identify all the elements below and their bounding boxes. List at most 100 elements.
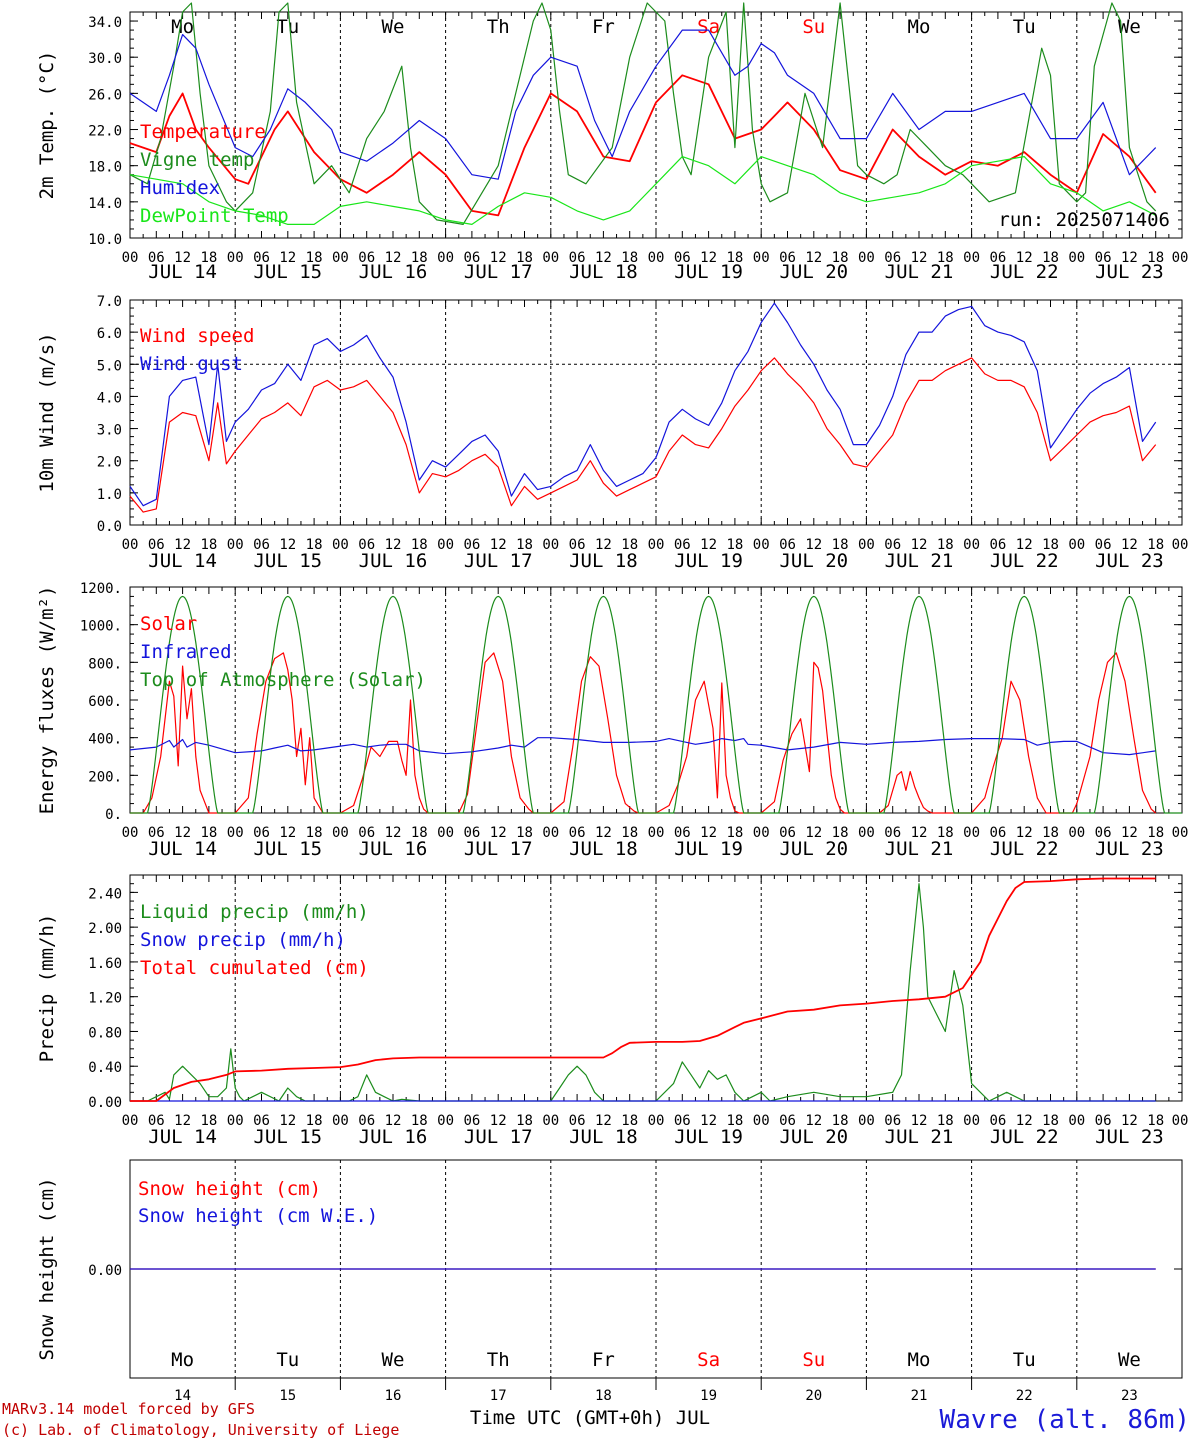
- hour-label: 18: [726, 1113, 743, 1129]
- hour-label: 00: [963, 825, 980, 841]
- hour-label: 12: [911, 250, 928, 266]
- hour-label: 12: [490, 250, 507, 266]
- hour-label: 12: [1016, 250, 1033, 266]
- hour-label: 00: [332, 1113, 349, 1129]
- day-number: 17: [490, 1388, 507, 1404]
- hour-label: 06: [569, 250, 586, 266]
- date-label: JUL 22: [990, 261, 1059, 283]
- hour-label: 00: [542, 825, 559, 841]
- hour-label: 18: [937, 537, 954, 553]
- y-tick-label: 2.40: [88, 886, 122, 902]
- hour-label: 00: [122, 1113, 139, 1129]
- hour-label: 00: [1068, 825, 1085, 841]
- hour-label: 00: [437, 250, 454, 266]
- date-label: JUL 21: [885, 550, 954, 572]
- hour-label: 18: [726, 537, 743, 553]
- hour-label: 18: [621, 1113, 638, 1129]
- y-tick-label: 10.0: [88, 232, 122, 248]
- hour-label: 06: [253, 250, 270, 266]
- day-name: Tu: [1013, 1349, 1036, 1371]
- hour-label: 12: [805, 825, 822, 841]
- hour-label: 18: [200, 537, 217, 553]
- hour-label: 06: [674, 250, 691, 266]
- hour-label: 12: [174, 825, 191, 841]
- day-name: Mo: [171, 16, 194, 38]
- hour-label: 06: [1095, 537, 1112, 553]
- hour-label: 06: [358, 537, 375, 553]
- legend-entry: Wind gust: [140, 353, 243, 375]
- legend-entry: Total cumulated (cm): [140, 957, 369, 979]
- hour-label: 06: [148, 1113, 165, 1129]
- hour-label: 06: [1095, 825, 1112, 841]
- y-tick-label: 0.80: [88, 1025, 122, 1041]
- hour-label: 00: [753, 537, 770, 553]
- hour-label: 18: [200, 1113, 217, 1129]
- hour-label: 00: [1172, 250, 1189, 266]
- y-tick-label: 7.0: [97, 294, 122, 310]
- date-label: JUL 15: [253, 1126, 322, 1148]
- day-number: 16: [385, 1388, 402, 1404]
- hour-label: 06: [884, 537, 901, 553]
- hour-label: 12: [700, 250, 717, 266]
- hour-label: 06: [253, 825, 270, 841]
- date-label: JUL 21: [885, 838, 954, 860]
- y-tick-label: 1.0: [97, 487, 122, 503]
- hour-label: 00: [122, 825, 139, 841]
- hour-label: 00: [1172, 825, 1189, 841]
- x-axis-label: Time UTC (GMT+0h) JUL: [470, 1407, 710, 1429]
- y-tick-label: 0.40: [88, 1060, 122, 1076]
- legend-entry: Temperature: [140, 121, 266, 143]
- day-name: Fr: [592, 1349, 615, 1371]
- hour-label: 12: [385, 1113, 402, 1129]
- day-number: 23: [1121, 1388, 1138, 1404]
- y-tick-label: 200.: [88, 769, 122, 785]
- date-label: JUL 14: [148, 550, 217, 572]
- hour-label: 06: [1095, 250, 1112, 266]
- day-name: We: [382, 16, 405, 38]
- hour-label: 06: [148, 537, 165, 553]
- hour-label: 12: [385, 537, 402, 553]
- hour-label: 18: [516, 537, 533, 553]
- hour-label: 06: [463, 825, 480, 841]
- hour-label: 00: [122, 537, 139, 553]
- hour-label: 06: [884, 1113, 901, 1129]
- date-label: JUL 15: [253, 838, 322, 860]
- y-tick-label: 0.00: [88, 1095, 122, 1111]
- series-total-cumulated-cm-: [130, 877, 1156, 1102]
- legend-entry: Snow height (cm W.E.): [138, 1205, 378, 1227]
- hour-label: 12: [700, 537, 717, 553]
- hour-label: 12: [911, 1113, 928, 1129]
- date-label: JUL 22: [990, 550, 1059, 572]
- hour-label: 00: [542, 1113, 559, 1129]
- hour-label: 12: [595, 537, 612, 553]
- date-label: JUL 22: [990, 838, 1059, 860]
- hour-label: 12: [1016, 537, 1033, 553]
- date-label: JUL 19: [674, 550, 743, 572]
- date-label: JUL 16: [359, 1126, 428, 1148]
- hour-label: 12: [1016, 1113, 1033, 1129]
- hour-label: 12: [490, 1113, 507, 1129]
- y-tick-label: 3.0: [97, 423, 122, 439]
- hour-label: 12: [805, 537, 822, 553]
- hour-label: 12: [805, 250, 822, 266]
- hour-label: 00: [753, 1113, 770, 1129]
- day-number: 18: [595, 1388, 612, 1404]
- day-name: We: [1118, 16, 1141, 38]
- hour-label: 12: [911, 537, 928, 553]
- hour-label: 00: [858, 825, 875, 841]
- hour-label: 18: [1147, 1113, 1164, 1129]
- series-vigne-temp: [129, 2, 1157, 225]
- legend-entry: Solar: [140, 613, 197, 635]
- hour-label: 12: [490, 825, 507, 841]
- legend-entry: Wind speed: [140, 325, 254, 347]
- y-tick-label: 2.00: [88, 921, 122, 937]
- hour-label: 12: [1016, 825, 1033, 841]
- legend-entry: Snow height (cm): [138, 1178, 321, 1200]
- hour-label: 00: [332, 537, 349, 553]
- hour-label: 00: [1068, 250, 1085, 266]
- hour-label: 00: [542, 537, 559, 553]
- series-solar: [130, 652, 1157, 814]
- hour-label: 12: [700, 825, 717, 841]
- location-title: Wavre (alt. 86m): [940, 1405, 1190, 1435]
- hour-label: 06: [253, 1113, 270, 1129]
